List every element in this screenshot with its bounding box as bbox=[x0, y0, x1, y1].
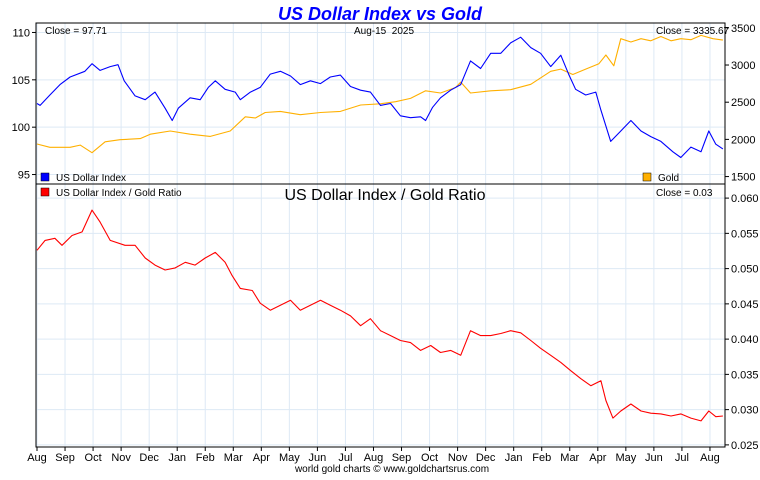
x-tick-label: May bbox=[279, 452, 300, 464]
ratio-tick-label: 0.045 bbox=[731, 299, 759, 311]
x-tick-label: Jan bbox=[505, 452, 523, 464]
left-tick-label: 95 bbox=[18, 170, 30, 182]
usd-close-label: Close = 97.71 bbox=[45, 26, 107, 37]
right-tick-label: 3000 bbox=[731, 60, 755, 72]
x-tick-label: May bbox=[615, 452, 636, 464]
left-tick-label: 105 bbox=[12, 75, 30, 87]
ratio-panel-title: US Dollar Index / Gold Ratio bbox=[285, 187, 486, 204]
x-tick-label: Oct bbox=[85, 452, 102, 464]
ratio-legend-swatch bbox=[40, 187, 50, 197]
x-tick-label: Aug bbox=[364, 452, 384, 464]
ratio-tick-label: 0.025 bbox=[731, 440, 759, 452]
x-tick-label: Jun bbox=[309, 452, 327, 464]
left-tick-label: 110 bbox=[12, 27, 30, 39]
gold-legend-swatch bbox=[642, 172, 652, 182]
x-tick-label: Feb bbox=[196, 452, 215, 464]
x-tick-label: Jul bbox=[675, 452, 689, 464]
x-tick-label: Mar bbox=[224, 452, 243, 464]
usd-legend-label: US Dollar Index bbox=[56, 173, 126, 184]
ratio-tick-label: 0.060 bbox=[731, 193, 759, 205]
right-tick-label: 1500 bbox=[731, 172, 755, 184]
ratio-close-label: Close = 0.03 bbox=[656, 188, 713, 199]
x-tick-label: Dec bbox=[139, 452, 159, 464]
gold-close-label: Close = 3335.67 bbox=[656, 26, 730, 37]
gold-line bbox=[36, 34, 723, 154]
x-tick-label: Apr bbox=[253, 452, 270, 464]
ratio-tick-label: 0.035 bbox=[731, 369, 759, 381]
x-tick-label: Aug bbox=[700, 452, 720, 464]
usd-legend-swatch bbox=[40, 172, 50, 182]
grid bbox=[32, 23, 729, 451]
x-tick-label: Oct bbox=[421, 452, 438, 464]
tick-labels: Aug Sep Oct Nov Dec Jan Feb Mar Apr May Jun Jul Aug S… bbox=[12, 23, 759, 464]
x-tick-label: Aug bbox=[27, 452, 47, 464]
ratio-tick-label: 0.055 bbox=[731, 228, 759, 240]
usd-index-line bbox=[36, 36, 724, 159]
x-tick-label: Feb bbox=[532, 452, 551, 464]
x-tick-label: Jul bbox=[338, 452, 352, 464]
x-tick-label: Nov bbox=[448, 452, 468, 464]
bottom-panel-frame bbox=[35, 183, 726, 448]
gold-legend-label: Gold bbox=[658, 173, 679, 184]
ratio-tick-label: 0.050 bbox=[731, 264, 759, 276]
x-tick-label: Sep bbox=[392, 452, 412, 464]
x-tick-label: Mar bbox=[560, 452, 579, 464]
left-tick-label: 100 bbox=[12, 122, 30, 134]
right-tick-label: 3500 bbox=[731, 23, 755, 35]
series-layer bbox=[36, 34, 724, 422]
x-tick-label: Jun bbox=[645, 452, 663, 464]
right-tick-label: 2000 bbox=[731, 134, 755, 146]
right-tick-label: 2500 bbox=[731, 97, 755, 109]
date-label: Aug-15 2025 bbox=[354, 26, 414, 37]
chart-title: US Dollar Index vs Gold bbox=[278, 4, 483, 24]
x-tick-label: Dec bbox=[476, 452, 496, 464]
x-tick-label: Nov bbox=[111, 452, 131, 464]
ratio-tick-label: 0.040 bbox=[731, 334, 759, 346]
x-tick-label: Apr bbox=[589, 452, 606, 464]
usd-gold-ratio-line bbox=[36, 209, 723, 422]
x-tick-label: Jan bbox=[168, 452, 186, 464]
ratio-legend-label: US Dollar Index / Gold Ratio bbox=[56, 188, 182, 199]
footer-credit: world gold charts © www.goldchartsrus.co… bbox=[294, 464, 489, 475]
ratio-tick-label: 0.030 bbox=[731, 405, 759, 417]
x-tick-label: Sep bbox=[55, 452, 75, 464]
